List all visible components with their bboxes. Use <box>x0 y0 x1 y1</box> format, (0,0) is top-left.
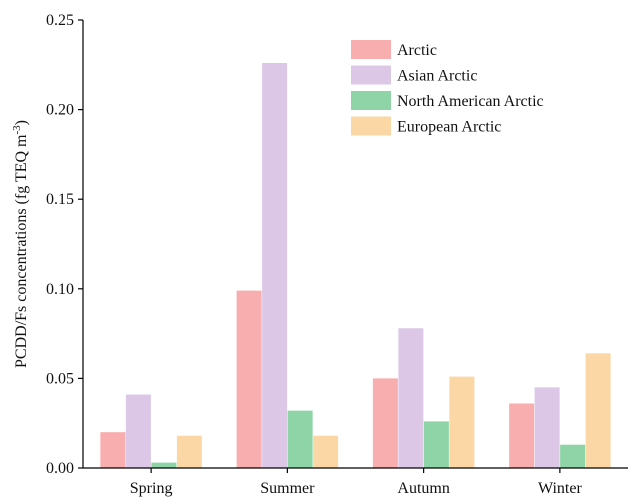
bar <box>560 444 586 468</box>
x-tick-label: Winter <box>538 480 582 497</box>
legend: Arctic Asian Arctic North American Arctic E… <box>351 40 544 136</box>
bar <box>287 410 313 468</box>
bar <box>398 328 424 468</box>
legend-swatch <box>351 91 391 110</box>
y-tick-label: 0.10 <box>46 281 74 298</box>
bar <box>151 462 177 468</box>
bar <box>534 387 560 468</box>
bar <box>236 290 262 468</box>
x-tick-label: Autumn <box>397 480 449 497</box>
y-tick-label: 0.25 <box>46 12 74 29</box>
bars-layer <box>100 63 611 469</box>
legend-swatch <box>351 116 391 136</box>
bar <box>449 376 475 468</box>
bar <box>100 432 126 468</box>
y-tick-label: 0.20 <box>46 102 74 119</box>
y-tick-label: 0.00 <box>46 460 74 477</box>
legend-label: North American Arctic <box>397 93 544 110</box>
x-ticks: Spring Summer Autumn Winter <box>130 468 582 497</box>
y-tick-label: 0.05 <box>46 370 74 387</box>
x-tick-label: Summer <box>260 480 315 497</box>
legend-label: European Arctic <box>397 119 501 136</box>
bar <box>313 435 339 468</box>
legend-label: Arctic <box>397 42 437 59</box>
y-axis-title-suffix: ) <box>13 120 30 125</box>
bar <box>423 421 449 468</box>
y-ticks: 0.00 0.05 0.10 0.15 0.20 0.25 <box>46 12 83 477</box>
legend-label: Asian Arctic <box>397 68 477 85</box>
x-tick-label: Spring <box>130 480 173 497</box>
bar <box>125 394 151 468</box>
legend-swatch <box>351 65 391 85</box>
bar <box>372 378 398 468</box>
y-axis-title-superscript: -3 <box>11 125 23 135</box>
y-axis-title-text: PCDD/Fs concentrations (fg TEQ m <box>13 134 30 368</box>
bar <box>262 63 288 469</box>
y-tick-label: 0.15 <box>46 191 74 208</box>
bar <box>585 353 611 468</box>
legend-swatch <box>351 40 391 59</box>
y-axis-title: PCDD/Fs concentrations (fg TEQ m-3) <box>11 120 30 368</box>
bar <box>176 435 202 468</box>
bar <box>509 403 535 468</box>
